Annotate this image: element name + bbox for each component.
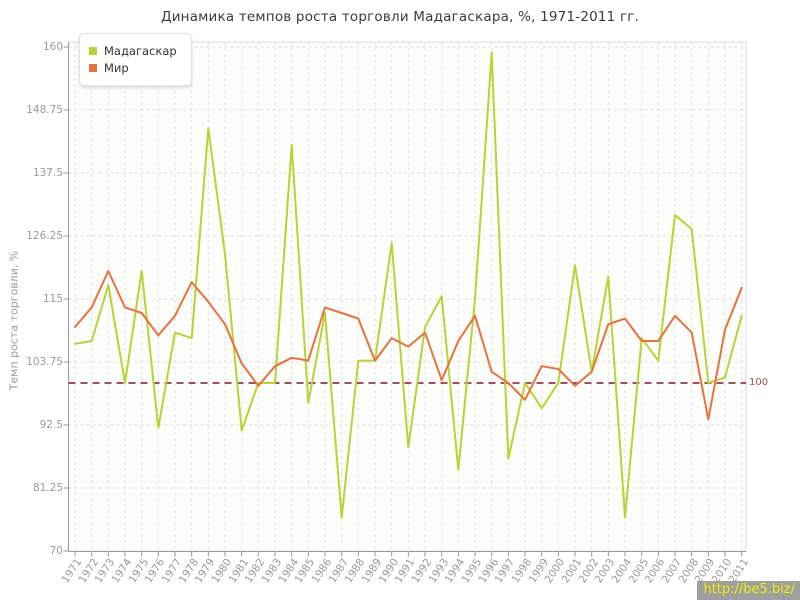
y-tick-label: 103.75 (26, 355, 63, 368)
madagascar-swatch-icon (89, 47, 97, 55)
legend-label: Мир (104, 61, 129, 75)
y-axis-label: Темп роста торговли, % (7, 250, 21, 391)
y-tick-label: 160 (42, 40, 63, 53)
legend-item-madagascar: Мадагаскар (89, 44, 177, 58)
legend-label: Мадагаскар (104, 44, 177, 58)
y-tick-label: 148.75 (26, 103, 63, 116)
y-tick-label: 92.5 (39, 418, 63, 431)
plot-background (68, 42, 746, 552)
y-tick-label: 126.25 (26, 229, 63, 242)
legend-item-world: Мир (89, 61, 177, 75)
y-tick-label: 81.25 (32, 481, 63, 494)
world-swatch-icon (89, 64, 97, 72)
legend: Мадагаскар Мир (79, 33, 192, 86)
y-tick-label: 137.5 (32, 166, 63, 179)
watermark-link[interactable]: http://be5.biz/ (697, 581, 800, 600)
y-tick-label: 70 (49, 544, 63, 557)
y-tick-label: 115 (42, 292, 63, 305)
series-line-world (74, 270, 743, 421)
reference-line-label: 100 (749, 377, 769, 388)
chart-title: Динамика темпов роста торговли Мадагаска… (160, 9, 640, 25)
series-line-madagascar (74, 51, 743, 519)
